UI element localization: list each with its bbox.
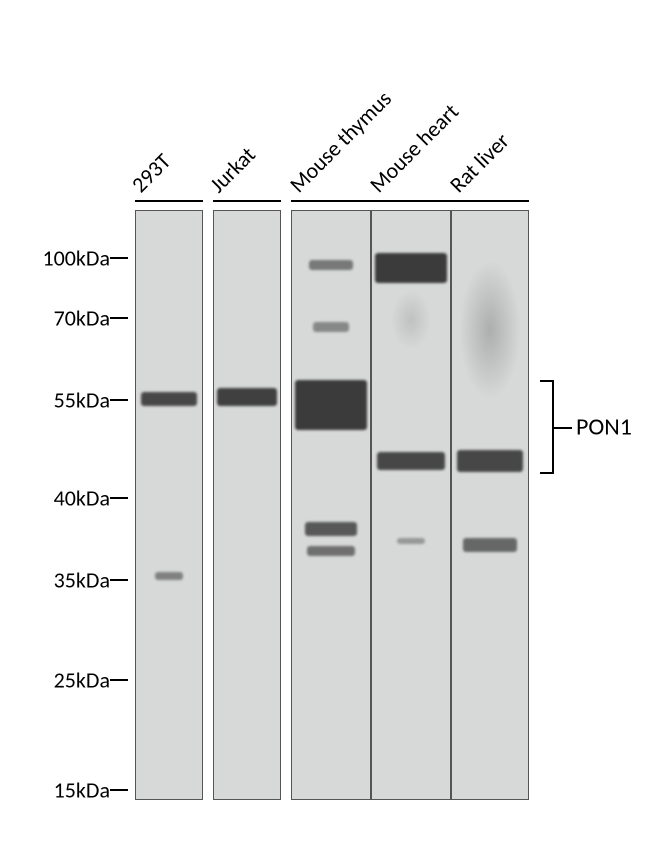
blot-lane (135, 210, 203, 800)
western-blot-figure: 100kDa 70kDa 55kDa 40kDa 35kDa 25kDa 15kDa 293T… (0, 0, 650, 868)
blot-band (377, 452, 445, 470)
mw-marker-label: 40kDa (54, 485, 110, 512)
mw-marker-label: 25kDa (54, 667, 110, 694)
blot-smear (459, 260, 521, 400)
lane-label-underline (213, 200, 281, 202)
blot-band (305, 522, 357, 536)
lane-label: Jurkat (204, 141, 261, 198)
blot-band (217, 388, 277, 406)
mw-marker-tick (110, 317, 128, 319)
blot-band (295, 380, 367, 430)
mw-marker-tick (110, 679, 128, 681)
mw-marker-tick (110, 257, 128, 259)
blot-smear (391, 290, 431, 350)
blot-band (457, 450, 523, 472)
blot-band (463, 538, 517, 552)
blot-band (155, 572, 183, 580)
blot-band (309, 260, 353, 270)
mw-marker-tick (110, 497, 128, 499)
blot-band (313, 322, 349, 332)
protein-annotation-label: PON1 (576, 413, 632, 442)
mw-marker-label: 35kDa (54, 567, 110, 594)
blot-band (141, 392, 197, 406)
mw-marker-label: 55kDa (54, 387, 110, 414)
mw-marker-label: 100kDa (42, 245, 110, 272)
mw-marker-label: 15kDa (54, 777, 110, 804)
blot-band (307, 546, 355, 556)
mw-marker-tick (110, 579, 128, 581)
lane-label-underline (135, 200, 203, 202)
blot-lane (291, 210, 371, 800)
blot-band (397, 538, 425, 544)
lane-label: 293T (126, 148, 176, 198)
mw-marker-tick (110, 399, 128, 401)
lane-label: Rat liver (444, 127, 515, 198)
blot-lane (213, 210, 281, 800)
mw-marker-tick (110, 789, 128, 791)
lane-label-underline (291, 200, 529, 202)
blot-band (375, 253, 447, 283)
annotation-bracket-stem (554, 427, 572, 429)
mw-marker-label: 70kDa (54, 305, 110, 332)
